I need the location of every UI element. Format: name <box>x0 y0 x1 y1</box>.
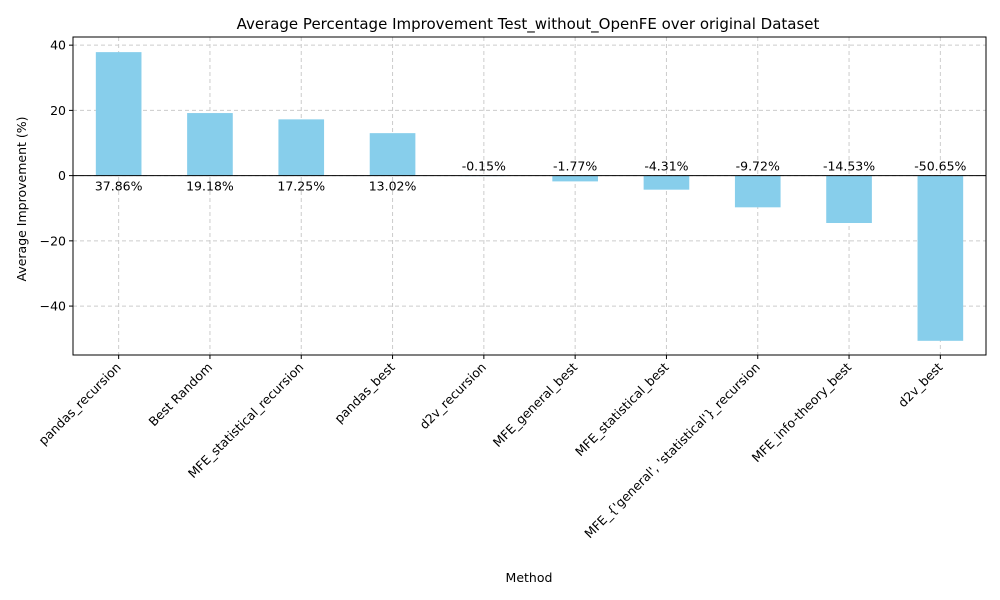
bar <box>643 175 690 190</box>
data-label: 19.18% <box>186 179 234 194</box>
y-axis-ticks: 40 20 0 −20 −40 <box>40 38 73 314</box>
plot-frame <box>72 36 987 356</box>
bar <box>552 175 598 182</box>
data-label: 37.86% <box>95 179 143 194</box>
bar <box>187 113 233 176</box>
data-label: 13.02% <box>369 179 417 194</box>
y-tick-label: −40 <box>40 299 66 314</box>
data-label: -9.72% <box>736 159 780 174</box>
chart-title: Average Percentage Improvement Test_with… <box>237 15 820 34</box>
bar <box>826 175 872 224</box>
bar <box>369 133 416 176</box>
data-label: 17.25% <box>277 179 325 194</box>
data-label: -50.65% <box>914 159 966 174</box>
x-axis-label: Method <box>506 570 553 585</box>
bar <box>95 52 142 176</box>
data-label: -4.31% <box>644 159 688 174</box>
bar <box>734 175 781 208</box>
bars-layer <box>95 52 964 341</box>
data-label: -0.15% <box>462 159 506 174</box>
data-label: -14.53% <box>823 159 875 174</box>
y-axis-label: Average Improvement (%) <box>14 117 29 282</box>
y-tick-label: 0 <box>58 168 66 183</box>
data-label: -1.77% <box>553 159 597 174</box>
y-tick-label: 40 <box>50 38 66 53</box>
y-tick-label: −20 <box>40 233 66 248</box>
data-labels: 37.86% 19.18% 17.25% 13.02% -0.15% -1.77% -4.3… <box>95 159 967 194</box>
bar <box>278 119 325 176</box>
y-tick-label: 20 <box>50 103 66 118</box>
bar <box>917 175 964 341</box>
